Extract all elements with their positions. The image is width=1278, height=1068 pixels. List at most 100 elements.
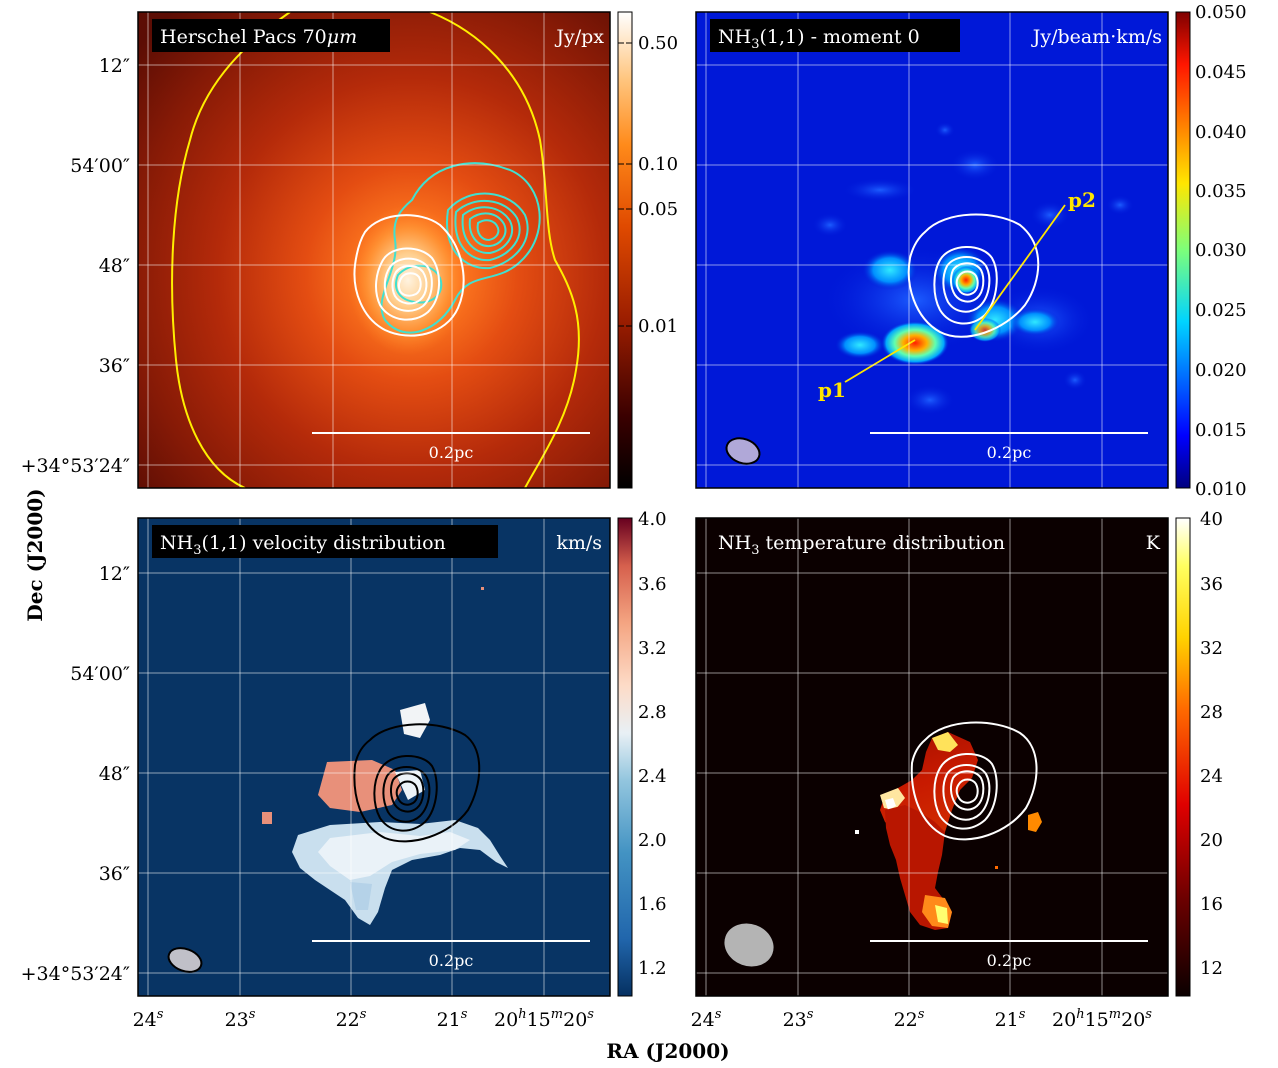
moment0-cb-tick-1: 0.045: [1195, 62, 1247, 83]
pacs70-colorbar-ticks: [618, 42, 632, 327]
velocity-cb-tick-0: 4.0: [638, 509, 667, 530]
velocity-cb-tick-4: 2.4: [638, 766, 667, 787]
temperature-cb-tick-5: 20: [1200, 830, 1223, 851]
moment0-cb-tick-3: 0.035: [1195, 181, 1247, 202]
velocity-image: [138, 518, 610, 996]
panel-nh3-velocity: NH3(1,1) velocity distribution km/s 0.2p…: [137, 509, 667, 997]
moment0-beam: [725, 437, 761, 465]
temperature-cb-tick-7: 12: [1200, 958, 1223, 979]
panel-nh3-moment0: p1 p2 NH3(1,1) - moment 0 Jy/beam·km/s 0…: [695, 2, 1247, 500]
temperature-beam: [724, 923, 774, 967]
moment0-unit: Jy/beam·km/s: [1031, 26, 1162, 48]
ra-tick-labels-left: 24s 23s 22s 21s 20h15m20s: [133, 1007, 595, 1031]
ra-tick-label: 23s: [225, 1007, 256, 1031]
y-axis-title: Dec (J2000): [23, 488, 47, 621]
moment0-cb-tick-5: 0.025: [1195, 300, 1247, 321]
velocity-cb-tick-2: 3.2: [638, 638, 667, 659]
ra-tick-label: 23s: [783, 1007, 814, 1031]
temperature-unit: K: [1146, 532, 1161, 554]
ra-tick-label: 24s: [691, 1007, 722, 1031]
dec-tick-label: 12″: [99, 55, 130, 77]
dec-tick-label: 36″: [99, 863, 130, 885]
moment0-cb-tick-7: 0.015: [1195, 420, 1247, 441]
temperature-cb-tick-0: 40: [1200, 509, 1223, 530]
dec-tick-label: 36″: [99, 355, 130, 377]
pacs70-cb-tick-2: 0.05: [638, 199, 678, 220]
ra-tick-label: 22s: [336, 1007, 367, 1031]
pacs70-frame: [137, 11, 611, 489]
moment0-cb-tick-4: 0.030: [1195, 240, 1247, 261]
moment0-cb-tick-8: 0.010: [1195, 479, 1247, 500]
x-axis-title: RA (J2000): [606, 1039, 729, 1063]
velocity-cb-tick-1: 3.6: [638, 574, 667, 595]
pacs70-cyan-contours: [380, 162, 541, 334]
temperature-frame: [695, 517, 1169, 997]
temperature-cb-tick-2: 32: [1200, 638, 1223, 659]
velocity-cb-tick-5: 2.0: [638, 830, 667, 851]
temperature-grid: [696, 518, 1168, 996]
temperature-emission: [855, 732, 1042, 930]
moment0-cb-tick-6: 0.020: [1195, 360, 1247, 381]
velocity-title: NH3(1,1) velocity distribution: [160, 532, 446, 558]
ra-tick-label: 24s: [133, 1007, 164, 1031]
dec-tick-labels-bottom: 12″ 54′00″ 48″ 36″ +34°53′24″: [21, 563, 130, 985]
peak-p2-pointer: [974, 204, 1066, 331]
peak-p1-label: p1: [818, 378, 846, 402]
peak-p2-label: p2: [1068, 188, 1096, 212]
peak-p1-pointer: [844, 339, 916, 383]
pacs70-bright-core: [348, 205, 468, 355]
ra-tick-label: 21s: [437, 1007, 468, 1031]
temperature-scale-bar-label: 0.2pc: [987, 951, 1032, 970]
moment0-title-box: [710, 19, 960, 52]
temperature-cb-tick-3: 28: [1200, 702, 1223, 723]
velocity-scale-bar-label: 0.2pc: [429, 951, 474, 970]
dec-tick-label: +34°53′24″: [21, 455, 130, 477]
pacs70-unit: Jy/px: [554, 26, 604, 48]
dec-tick-label: 48″: [99, 255, 130, 277]
dec-tick-labels-top: 12″ 54′00″ 48″ 36″ +34°53′24″: [21, 55, 130, 477]
temperature-title: NH3 temperature distribution: [718, 532, 1005, 558]
pacs70-cb-tick-1: 0.10: [638, 154, 678, 175]
temperature-cb-tick-6: 16: [1200, 894, 1223, 915]
velocity-title-box: [152, 525, 498, 558]
panel-nh3-temperature: NH3 temperature distribution K 0.2pc 40 …: [695, 509, 1223, 997]
pacs70-title: Herschel Pacs 70μm: [160, 26, 357, 48]
ra-tick-label: 20h15m20s: [494, 1007, 594, 1031]
dec-tick-label: 12″: [99, 563, 130, 585]
ra-tick-label: 20h15m20s: [1052, 1007, 1152, 1031]
velocity-unit: km/s: [556, 532, 602, 554]
pacs70-scale-bar-label: 0.2pc: [429, 443, 474, 462]
velocity-colorbar: [617, 517, 633, 997]
pacs70-cb-tick-3: 0.01: [638, 316, 678, 337]
ra-tick-label: 21s: [995, 1007, 1026, 1031]
velocity-beam: [167, 947, 203, 973]
moment0-cb-tick-2: 0.040: [1195, 122, 1247, 143]
ra-tick-label: 22s: [894, 1007, 925, 1031]
moment0-cb-tick-0: 0.050: [1195, 2, 1247, 23]
pacs70-title-box: [152, 19, 390, 52]
dec-tick-label: +34°53′24″: [21, 963, 130, 985]
velocity-cb-tick-3: 2.8: [638, 702, 667, 723]
velocity-frame: [137, 517, 611, 997]
ra-tick-labels-right: 24s 23s 22s 21s 20h15m20s: [691, 1007, 1153, 1031]
temperature-cb-tick-4: 24: [1200, 766, 1223, 787]
temperature-colorbar: [1175, 517, 1191, 997]
panel-pacs70: Herschel Pacs 70μm Jy/px 0.2pc 0.50 0.10…: [137, 11, 678, 489]
pacs70-grid: [138, 12, 610, 488]
moment0-colorbar: [1175, 11, 1191, 489]
pacs70-yellow-contour: [171, 12, 580, 488]
temperature-cb-tick-1: 36: [1200, 574, 1223, 595]
velocity-cb-tick-6: 1.6: [638, 894, 667, 915]
velocity-black-contours: [353, 723, 481, 843]
moment0-title: NH3(1,1) - moment 0: [718, 26, 920, 52]
moment0-frame: [695, 11, 1169, 489]
pacs70-colorbar: [617, 11, 633, 489]
dec-tick-label: 54′00″: [70, 663, 130, 685]
dec-tick-label: 54′00″: [70, 155, 130, 177]
velocity-grid: [138, 518, 610, 996]
pacs70-cb-tick-0: 0.50: [638, 33, 678, 54]
moment0-grid: [696, 12, 1168, 488]
moment0-scale-bar-label: 0.2pc: [987, 443, 1032, 462]
dec-tick-label: 48″: [99, 763, 130, 785]
